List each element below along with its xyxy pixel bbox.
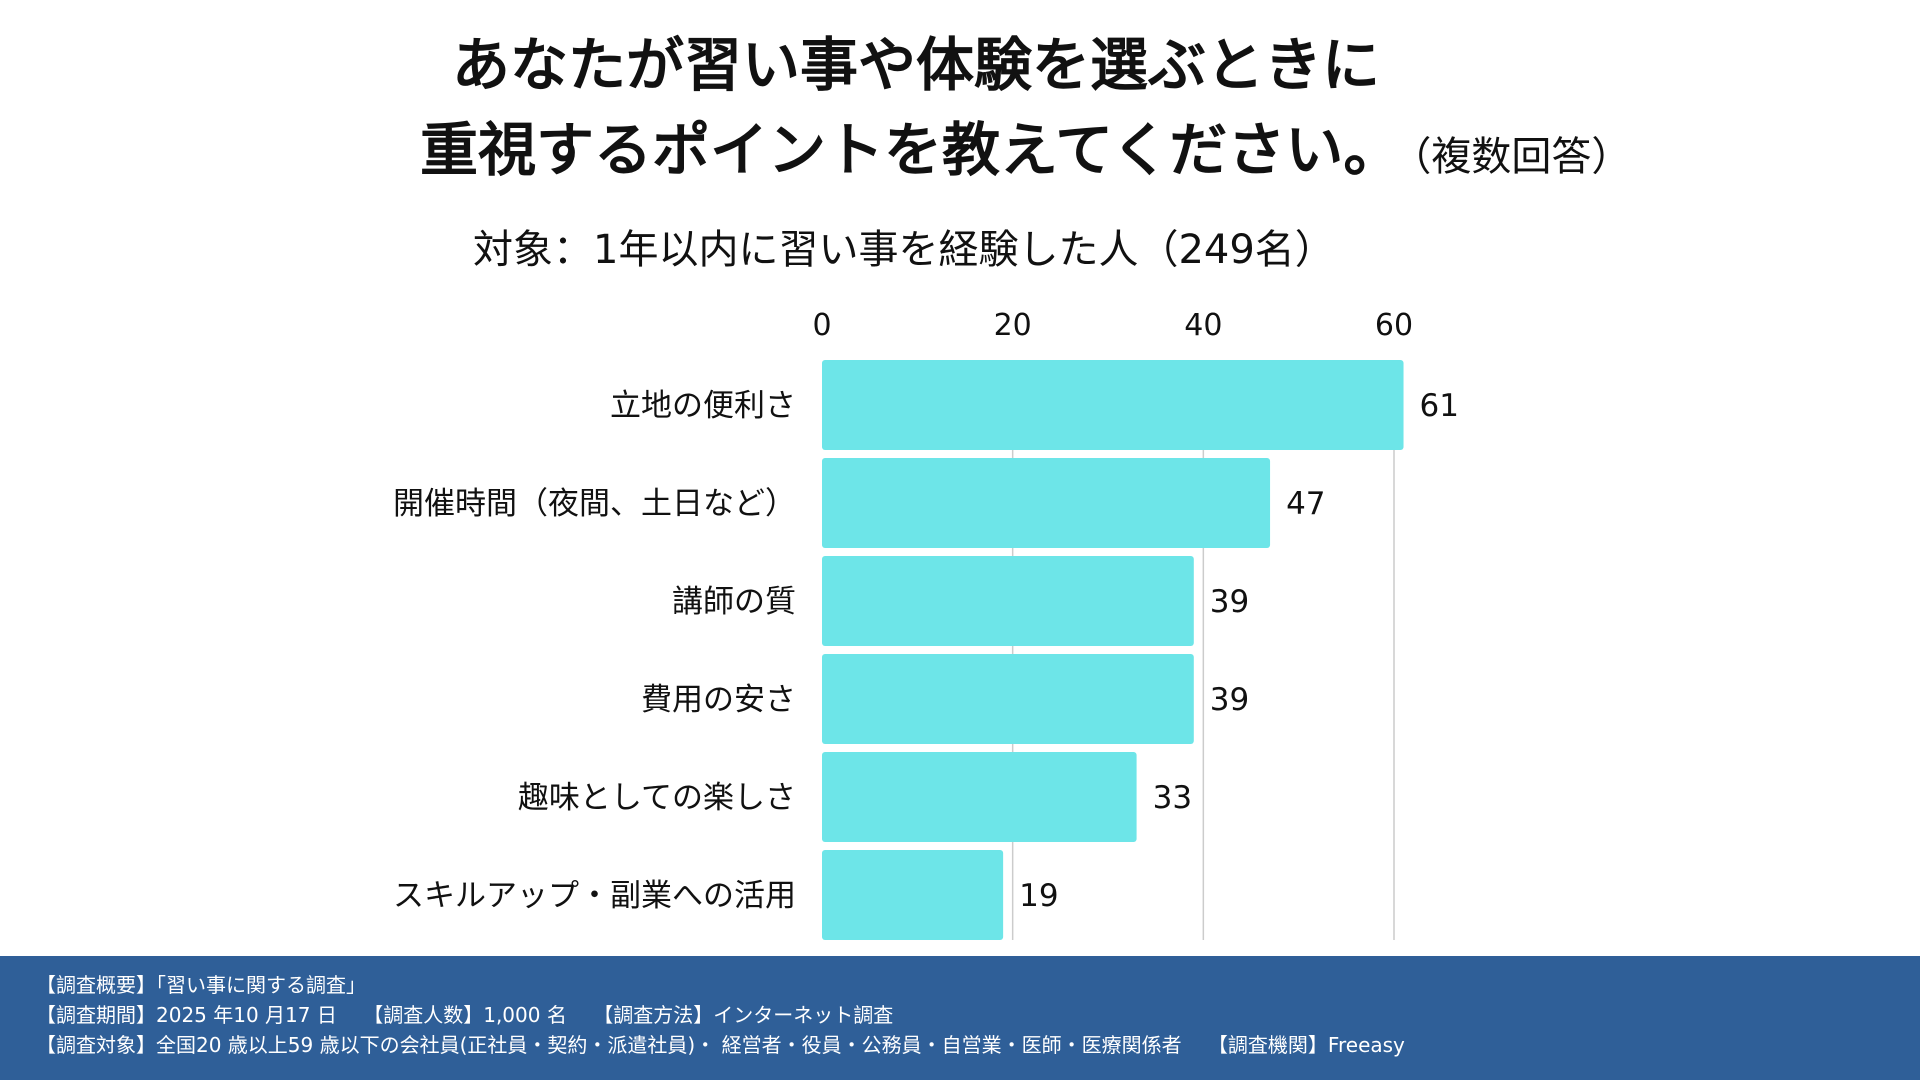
category-label: 講師の質 xyxy=(672,584,796,620)
x-tick-label: 60 xyxy=(1375,308,1413,343)
x-tick-label: 0 xyxy=(812,308,831,343)
bar-chart: 0 20 40 60 立地の便利さ 61 開催時間（夜間、土日など） 47 講師の質 39 費用の安… xyxy=(393,308,1459,940)
bar xyxy=(822,654,1194,744)
bar xyxy=(822,850,1004,940)
bar xyxy=(822,458,1271,548)
value-label: 33 xyxy=(1153,780,1192,816)
chart-title-line-2: 重視するポイントを教えてください。 （複数回答） xyxy=(420,115,1631,192)
footer-survey-target: 【調査対象】全国20 歳以上59 歳以下の会社員(正社員・契約・派遣社員)・ 経… xyxy=(36,1033,1405,1057)
bar xyxy=(822,556,1194,646)
x-tick-label: 40 xyxy=(1184,308,1222,343)
value-label: 39 xyxy=(1210,682,1249,718)
chart-title-line-1: あなたが習い事や体験を選ぶときに xyxy=(452,30,1380,100)
category-label: スキルアップ・副業への活用 xyxy=(393,878,796,914)
footer-survey-overview: 【調査概要】「習い事に関する調査」 xyxy=(36,973,366,997)
chart-title-note: （複数回答） xyxy=(1411,134,1632,180)
category-label: 趣味としての楽しさ xyxy=(518,780,796,816)
category-label: 費用の安さ xyxy=(641,682,796,718)
chart-subtitle: 対象：1年以内に習い事を経験した人（249名） xyxy=(473,227,1335,273)
footer-survey-period: 【調査期間】2025 年10 月17 日 【調査人数】1,000 名 【調査方法… xyxy=(36,1003,894,1027)
bar xyxy=(822,360,1404,450)
value-label: 39 xyxy=(1210,584,1249,620)
survey-footer: 【調査概要】「習い事に関する調査」 【調査期間】2025 年10 月17 日 【… xyxy=(0,956,1920,1080)
category-label: 開催時間（夜間、土日など） xyxy=(393,486,796,522)
bar xyxy=(822,752,1137,842)
value-label: 61 xyxy=(1420,388,1459,424)
value-label: 19 xyxy=(1019,878,1058,914)
x-tick-label: 20 xyxy=(994,308,1032,343)
chart-title-text-1: あなたが習い事や体験を選ぶときに xyxy=(452,31,1381,99)
value-label: 47 xyxy=(1286,486,1325,522)
chart-title-text-2: 重視するポイントを教えてください。 xyxy=(420,116,1402,184)
category-label: 立地の便利さ xyxy=(610,388,796,424)
